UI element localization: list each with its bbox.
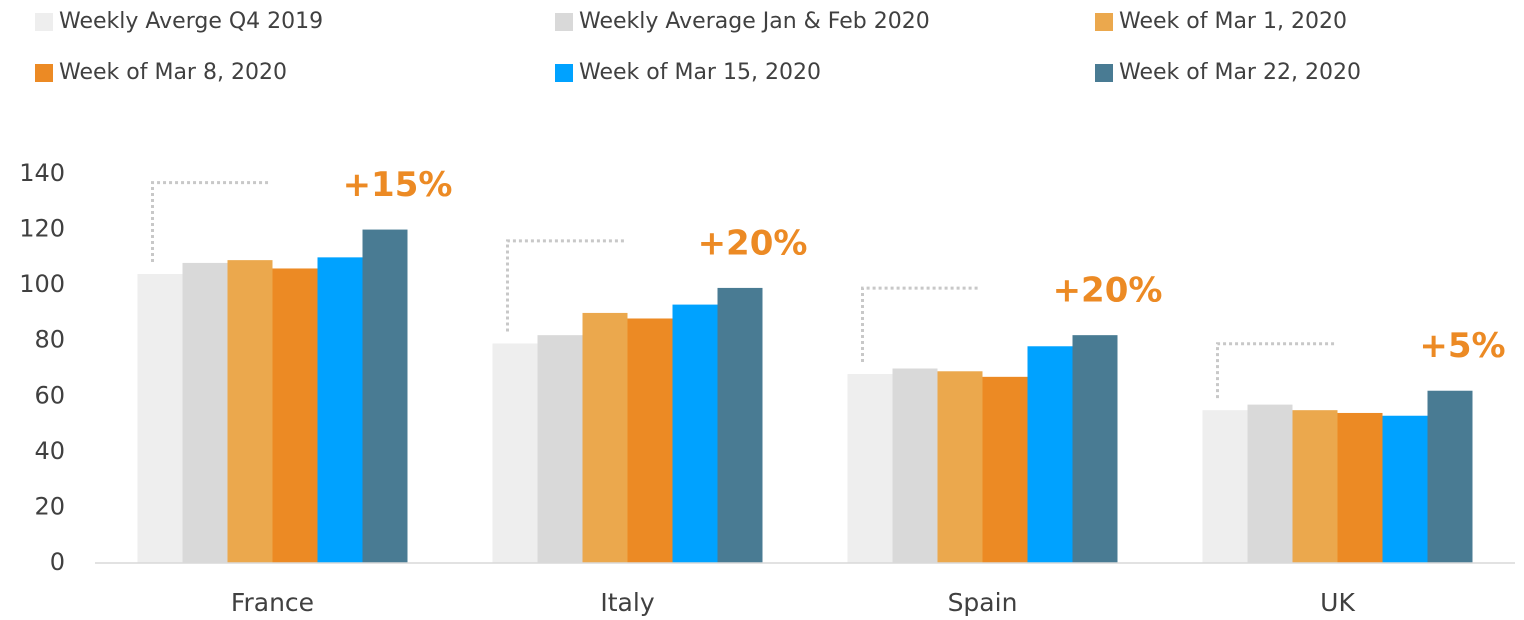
- legend-label: Week of Mar 15, 2020: [579, 60, 821, 85]
- bar: [137, 274, 183, 563]
- bar: [1072, 335, 1118, 563]
- x-tick-label: Italy: [600, 588, 654, 617]
- x-tick-label: Spain: [948, 588, 1018, 617]
- bar: [272, 268, 318, 563]
- legend-swatch: [35, 64, 53, 82]
- bar: [317, 257, 363, 563]
- annotation-bracket: [151, 181, 271, 263]
- bar: [627, 318, 673, 563]
- bar: [937, 371, 983, 563]
- bar: [227, 260, 273, 563]
- y-tick-label: 0: [50, 548, 65, 576]
- y-tick-label: 120: [19, 215, 65, 243]
- legend-label: Weekly Average Jan & Feb 2020: [579, 9, 930, 34]
- y-tick-label: 20: [34, 492, 65, 520]
- annotation-bracket: [506, 239, 626, 332]
- x-tick-label: France: [231, 588, 314, 617]
- y-tick-label: 80: [34, 326, 65, 354]
- bar: [1292, 410, 1338, 563]
- legend-label: Weekly Averge Q4 2019: [59, 9, 323, 34]
- y-tick-label: 60: [34, 381, 65, 409]
- bar: [582, 312, 628, 563]
- bar: [1247, 404, 1293, 563]
- legend-label: Week of Mar 1, 2020: [1119, 9, 1347, 34]
- y-tick-label: 140: [19, 159, 65, 187]
- legend-swatch: [1095, 64, 1113, 82]
- bar: [717, 287, 763, 563]
- bar: [672, 304, 718, 563]
- x-tick-label: UK: [1320, 588, 1355, 617]
- bar: [892, 368, 938, 563]
- annotation-bracket: [861, 286, 981, 363]
- annotation: +5%: [1419, 326, 1505, 366]
- bar: [982, 376, 1028, 563]
- bar: [1202, 410, 1248, 563]
- legend-swatch: [35, 13, 53, 31]
- bar: [1427, 390, 1473, 563]
- bar: [537, 335, 583, 563]
- bar: [1027, 346, 1073, 563]
- bar: [1337, 412, 1383, 563]
- legend-swatch: [555, 64, 573, 82]
- y-tick-label: 40: [34, 437, 65, 465]
- legend-label: Week of Mar 22, 2020: [1119, 60, 1361, 85]
- bar: [362, 229, 408, 564]
- annotation: +20%: [1053, 271, 1163, 311]
- legend-label: Week of Mar 8, 2020: [59, 60, 287, 85]
- legend-swatch: [1095, 13, 1113, 31]
- bar: [847, 374, 893, 563]
- annotation: +20%: [698, 223, 808, 263]
- bar: [182, 262, 228, 563]
- legend-swatch: [555, 13, 573, 31]
- annotation-bracket: [1216, 342, 1336, 399]
- annotation: +15%: [343, 165, 453, 205]
- bar: [1382, 415, 1428, 563]
- bar: [492, 343, 538, 563]
- y-tick-label: 100: [19, 270, 65, 298]
